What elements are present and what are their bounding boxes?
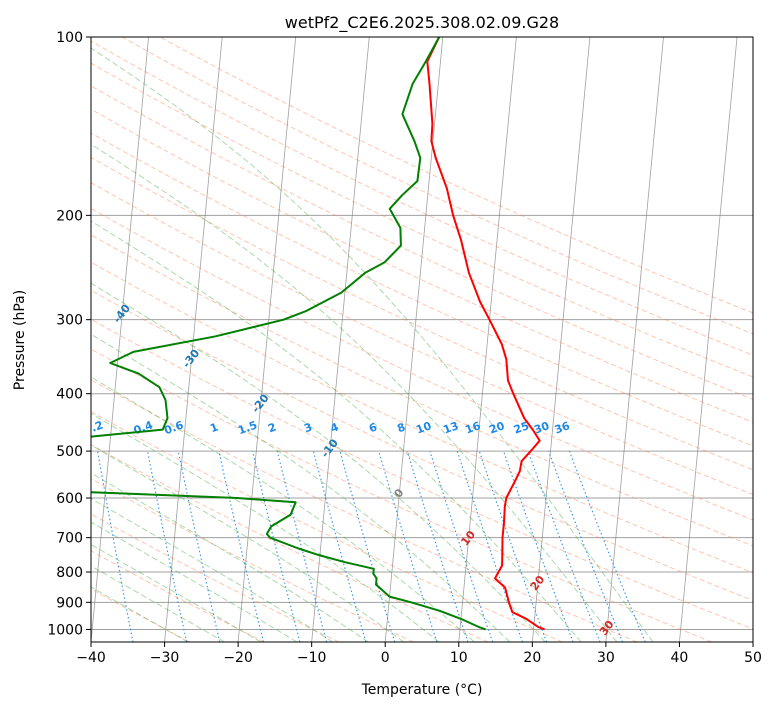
mixing-ratio-line <box>218 450 265 642</box>
mixing-ratio-label: 6 <box>367 420 379 435</box>
isotherm-line <box>458 37 517 642</box>
moist-adiabat-line <box>91 333 511 642</box>
dry-adiabat-line <box>91 348 712 642</box>
mixing-ratio-label: 4 <box>329 420 341 435</box>
x-tick-label: −40 <box>76 650 106 666</box>
isotherm-line <box>237 37 297 642</box>
dry-adiabat-line <box>91 132 753 447</box>
y-tick-label: 800 <box>56 565 83 581</box>
dry-adiabat-line <box>159 37 753 314</box>
moist-adiabat-line <box>91 586 189 642</box>
mixing-ratio-label: 13 <box>441 419 460 436</box>
mixing-ratio-line <box>339 450 396 642</box>
series-layer <box>91 37 545 631</box>
dry-adiabat-line <box>91 318 753 630</box>
moist-adiabat-line <box>91 47 654 642</box>
mixing-ratio-line <box>378 450 438 642</box>
dry-adiabat-line <box>91 207 753 521</box>
moist-adiabat-line <box>91 521 298 642</box>
mixing-ratio-line <box>177 450 221 642</box>
dewpoint-profile-line <box>91 37 487 631</box>
moist-adiabat-line <box>91 220 582 642</box>
mixing-ratio-label: 30 <box>532 419 551 437</box>
axes-layer: −40 −30 −20 −10 0 10 20 30 40 5010020030040050060… <box>47 30 762 666</box>
y-tick-label: 300 <box>56 313 83 329</box>
dry-adiabat-line <box>91 182 753 496</box>
isotherm-line <box>605 37 664 642</box>
moist-adiabat-line <box>91 543 262 642</box>
moist-adiabat-line <box>91 412 440 642</box>
mixing-ratio-label: 10 <box>414 419 433 437</box>
dry-adiabat-line <box>91 156 753 471</box>
mixing-ratio-line <box>527 450 601 642</box>
mixing-ratio-line <box>568 450 646 642</box>
isotherm-line <box>311 37 370 642</box>
mixing-ratio-line <box>251 450 301 642</box>
moist-adiabat-line <box>91 565 225 642</box>
isotherm-line <box>531 37 591 642</box>
x-tick-label: −10 <box>297 650 327 666</box>
isotherm-line <box>91 37 150 642</box>
x-tick-label: 20 <box>523 650 541 666</box>
moist-adiabat-line <box>91 444 404 642</box>
y-tick-label: 900 <box>56 595 83 611</box>
mixing-ratio-label: 1 <box>208 420 220 435</box>
y-tick-label: 100 <box>56 30 83 46</box>
mixing-ratio-line <box>312 450 367 642</box>
mixing-ratio-label: 36 <box>553 419 572 437</box>
x-tick-label: 10 <box>450 650 468 666</box>
mixing-ratio-line <box>478 450 548 642</box>
mixing-ratio-line <box>502 450 574 642</box>
y-tick-label: 200 <box>56 208 83 224</box>
moist-adiabat-line <box>91 472 369 642</box>
mixing-ratio-label: 20 <box>487 419 506 437</box>
temperature-profile-line <box>426 37 545 631</box>
isotherm-line <box>164 37 223 642</box>
x-tick-label: 30 <box>597 650 615 666</box>
y-tick-label: 700 <box>56 531 83 547</box>
dry-adiabat-line <box>91 289 753 602</box>
dry-adiabat-line <box>91 261 753 574</box>
x-tick-label: 40 <box>671 650 689 666</box>
mixing-ratio-label: 25 <box>512 419 531 436</box>
mixing-ratio-label: 8 <box>395 420 407 435</box>
isotherm-line <box>679 37 738 642</box>
dry-adiabat-line <box>91 444 489 642</box>
x-tick-label: 50 <box>744 650 762 666</box>
x-tick-label: 0 <box>381 650 390 666</box>
y-tick-label: 600 <box>56 491 83 507</box>
y-tick-label: 500 <box>56 444 83 460</box>
moist-adiabat-line <box>91 282 546 642</box>
dry-adiabat-line <box>91 550 265 642</box>
x-tick-label: −30 <box>150 650 180 666</box>
x-axis-label: Temperature (°C) <box>361 682 483 698</box>
y-tick-label: 400 <box>56 387 83 403</box>
x-tick-label: −20 <box>223 650 253 666</box>
plot-frame <box>90 36 754 643</box>
mixing-ratio-line <box>548 450 624 642</box>
mixing-ratio-label: 2 <box>266 420 278 435</box>
mixing-ratio-label: 3 <box>302 420 314 435</box>
mixing-ratio-line <box>276 450 328 642</box>
mixing-ratio-label: 16 <box>463 419 482 437</box>
moist-adiabat-line <box>91 376 475 642</box>
chart-title: wetPf2_C2E6.2025.308.02.09.G28 <box>285 13 559 33</box>
mixing-ratio-line <box>456 450 524 642</box>
mixing-ratio-line <box>429 450 494 642</box>
dry-adiabat-line <box>91 411 563 642</box>
dry-adiabat-line <box>91 478 414 642</box>
y-tick-label: 1000 <box>47 622 83 638</box>
dry-adiabat-line <box>91 379 638 642</box>
mixing-ratio-line <box>146 450 188 642</box>
dry-adiabat-line <box>91 108 753 423</box>
y-axis-label: Pressure (hPa) <box>12 290 28 390</box>
dry-adiabat-line <box>91 588 190 642</box>
mixing-ratio-label: 0.6 <box>162 418 185 437</box>
isotherm-line <box>384 37 444 642</box>
mixing-ratio-label: 1.5 <box>236 418 259 437</box>
